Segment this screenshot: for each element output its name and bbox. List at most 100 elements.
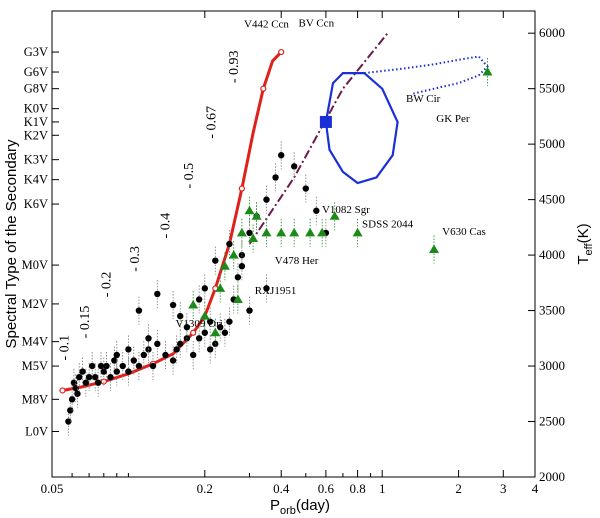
x-tick-label: 0.2 bbox=[197, 481, 213, 496]
data-point-circle bbox=[206, 318, 214, 325]
data-point-circle bbox=[65, 418, 72, 425]
track-marker bbox=[278, 48, 285, 56]
track-marker bbox=[190, 329, 197, 336]
y-axis-right-label: Teff(K) bbox=[575, 223, 595, 264]
data-point-circle bbox=[246, 229, 253, 237]
track-marker bbox=[59, 387, 66, 394]
track-value-label: - 0.93 bbox=[227, 50, 242, 83]
data-point-triangle bbox=[215, 283, 226, 292]
data-point-circle bbox=[140, 351, 148, 359]
x-tick-label: 0.8 bbox=[349, 481, 365, 496]
data-point-circle bbox=[169, 357, 177, 364]
data-point-triangle bbox=[228, 250, 239, 259]
data-point-circle bbox=[183, 324, 191, 331]
x-tick-label: 4 bbox=[532, 481, 539, 496]
data-point-circle bbox=[72, 385, 79, 392]
data-point-circle bbox=[145, 335, 152, 342]
data-point-circle bbox=[154, 290, 161, 298]
x-tick-label: 1 bbox=[379, 481, 386, 496]
data-point-circle bbox=[234, 274, 242, 281]
data-point-circle bbox=[107, 373, 114, 381]
spectral-type-label: G6V bbox=[24, 65, 48, 79]
data-point-circle bbox=[92, 373, 99, 381]
labels: - 0.1 - 0.15 - 0.2 - 0.3 - 0.4 - 0.5 - 0.67 - 0… bbox=[57, 18, 485, 361]
blue-square-marker bbox=[319, 115, 332, 128]
data-point-circle bbox=[103, 362, 110, 370]
data-point-triangle bbox=[199, 311, 210, 320]
data-point-circle bbox=[212, 257, 219, 264]
spectral-type-label: G3V bbox=[24, 45, 48, 59]
y-right-tick-label: 5000 bbox=[539, 136, 565, 151]
data-point-circle bbox=[135, 362, 143, 370]
y-right-tick-label: 5500 bbox=[539, 81, 565, 96]
x-tick-label: 0.05 bbox=[41, 481, 64, 496]
data-point-circle bbox=[70, 379, 78, 386]
data-point-triangle bbox=[352, 227, 363, 237]
x-tick-label: 0.4 bbox=[273, 481, 290, 496]
data-point-circle bbox=[130, 357, 137, 364]
spectral-type-label: K0V bbox=[24, 102, 48, 116]
data-point-triangle bbox=[219, 261, 230, 270]
y-right-tick-label: 4500 bbox=[539, 192, 565, 207]
x-tick-label: 0.6 bbox=[318, 481, 335, 496]
model-curves bbox=[59, 32, 489, 394]
spectral-type-label: G8V bbox=[24, 82, 48, 96]
annotation-label: BV Ccn bbox=[299, 18, 335, 30]
data-point-circle bbox=[173, 346, 180, 353]
y-right-tick-label: 3500 bbox=[539, 303, 565, 318]
curve-blue-loop bbox=[324, 72, 399, 185]
data-point-circle bbox=[125, 346, 132, 353]
spectral-type-label: M5V bbox=[22, 359, 48, 373]
spectral-type-label: K4V bbox=[24, 173, 48, 187]
data-point-circle bbox=[67, 407, 74, 414]
x-tick-label: 3 bbox=[500, 481, 507, 496]
annotation-label: V478 Her bbox=[275, 255, 319, 267]
data-point-circle bbox=[154, 340, 161, 348]
annotation-label: BW Cir bbox=[406, 93, 441, 105]
data-point-circle bbox=[74, 390, 81, 397]
data-point-triangle bbox=[188, 300, 199, 309]
data-point-circle bbox=[263, 196, 270, 203]
x-axis: 0.05 0.2 0.4 0.6 0.8 1 2 3 4 bbox=[41, 11, 539, 496]
data-point-circle bbox=[189, 351, 197, 359]
data-point-circle bbox=[85, 373, 93, 381]
data-point-triangle bbox=[317, 227, 328, 237]
spectral-type-label: K3V bbox=[24, 153, 48, 167]
spectral-type-label: K2V bbox=[24, 128, 48, 142]
data-point-circle bbox=[68, 396, 76, 403]
spectral-type-label: K1V bbox=[24, 115, 48, 129]
track-value-label: - 0.67 bbox=[204, 106, 219, 139]
annotation-label: V630 Cas bbox=[442, 226, 486, 238]
annotation-label: GK Per bbox=[436, 113, 470, 125]
y-right-tick-label: 2500 bbox=[539, 414, 565, 429]
data-point-circle bbox=[149, 362, 157, 370]
data-point-triangle bbox=[429, 244, 440, 254]
y-axis-left-label: Spectral Type of the Secondary bbox=[3, 139, 20, 349]
data-point-circle bbox=[100, 368, 108, 375]
data-point-circle bbox=[76, 373, 83, 381]
track-value-label: - 0.3 bbox=[128, 246, 143, 272]
data-point-circle bbox=[177, 312, 184, 320]
annotation-label: V1082 Sgr bbox=[322, 204, 370, 216]
data-point-circle bbox=[79, 368, 86, 375]
spectral-type-label: M8V bbox=[22, 392, 48, 406]
data-point-triangle bbox=[251, 211, 262, 220]
data-point-circle bbox=[217, 324, 224, 331]
data-point-triangle bbox=[248, 233, 259, 242]
track-value-label: - 0.5 bbox=[182, 163, 197, 189]
spectral-type-label: M4V bbox=[22, 335, 48, 349]
y-right-tick-label: 3000 bbox=[539, 358, 565, 373]
track-value-label: - 0.4 bbox=[158, 213, 173, 239]
x-tick-label: 2 bbox=[455, 481, 462, 496]
y-axis-right: 2000 2500 3000 3500 4000 4500 5000 5500 6000 bbox=[528, 25, 565, 484]
data-point-circle bbox=[135, 307, 143, 314]
data-point-triangle bbox=[276, 227, 287, 237]
annotation-label: SDSS 2044 bbox=[362, 218, 414, 230]
data-points bbox=[65, 58, 493, 436]
data-point-circle bbox=[82, 379, 90, 386]
data-point-triangle bbox=[305, 227, 316, 237]
data-point-circle bbox=[97, 362, 105, 370]
annotation-label: V1309 Ori bbox=[175, 318, 222, 330]
